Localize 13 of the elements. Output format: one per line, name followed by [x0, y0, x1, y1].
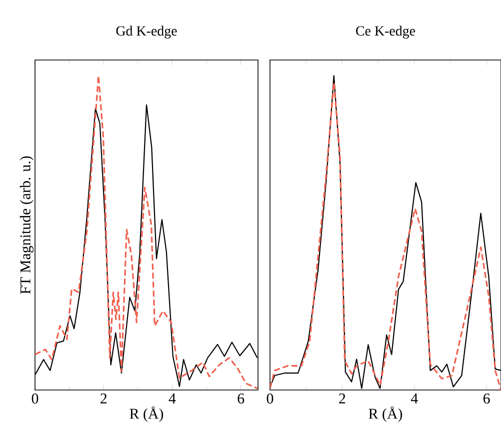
- x-axis-title: R (Å): [368, 406, 402, 422]
- x-tick-label: 2: [339, 394, 346, 404]
- x-tick-label: 2: [100, 394, 107, 404]
- x-tick-label: 4: [168, 394, 176, 404]
- x-tick-label: 0: [266, 394, 274, 404]
- y-axis-title: FT Magnitude (arb. u.): [20, 156, 34, 294]
- x-tick-label: 4: [410, 394, 418, 404]
- x-axis-title: R (Å): [130, 406, 164, 422]
- x-tick-label: 6: [483, 394, 490, 404]
- x-tick-label: 6: [238, 394, 244, 404]
- chart-title: Ce K-edge: [356, 26, 416, 38]
- chart-title: Gd K-edge: [116, 26, 177, 38]
- x-tick-label: 0: [32, 394, 38, 404]
